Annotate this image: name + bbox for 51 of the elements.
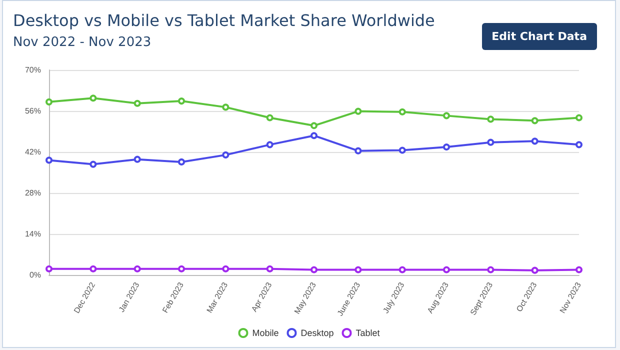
- y-tick-label: 28%: [24, 188, 41, 198]
- point: [134, 156, 141, 163]
- point: [354, 108, 362, 115]
- legend-label: Tablet: [356, 328, 380, 338]
- point: [398, 146, 406, 154]
- point: [46, 98, 52, 106]
- point: [443, 112, 450, 120]
- point: [576, 141, 582, 148]
- point: [531, 266, 538, 274]
- point: [222, 265, 230, 272]
- point: [310, 122, 318, 130]
- y-tick-label: 0%: [29, 270, 41, 280]
- legend-label: Desktop: [300, 328, 334, 338]
- point: [531, 117, 538, 124]
- point: [266, 141, 274, 148]
- y-tick-label: 14%: [24, 230, 41, 238]
- edit-button: Edit Chart Data: [482, 23, 597, 50]
- point: [266, 265, 274, 272]
- point: [531, 138, 538, 145]
- point: [222, 151, 230, 158]
- point: [487, 116, 494, 123]
- point: [310, 266, 318, 274]
- point: [443, 144, 450, 151]
- point: [222, 104, 230, 111]
- point: [576, 114, 582, 122]
- point: [398, 266, 406, 274]
- point: [178, 98, 185, 105]
- y-tick-label: 70%: [24, 66, 41, 74]
- point: [354, 266, 362, 274]
- point: [266, 114, 274, 122]
- point: [90, 265, 97, 272]
- point: [487, 138, 494, 146]
- point: [134, 265, 141, 272]
- point: [443, 266, 450, 274]
- point: [46, 156, 52, 164]
- legend-label: Mobile: [252, 328, 279, 338]
- point: [354, 147, 362, 154]
- point: [398, 108, 406, 116]
- y-tick-label: 56%: [24, 106, 41, 116]
- point: [178, 158, 185, 166]
- point: [310, 132, 318, 140]
- point: [134, 100, 141, 107]
- point: [90, 94, 97, 102]
- point: [487, 266, 494, 274]
- point: [178, 265, 185, 272]
- point: [576, 266, 582, 274]
- chart-subtitle: Nov 2022 - Nov 2023: [13, 35, 152, 50]
- chart-title: Desktop vs Mobile vs Tablet Market Share Worldwide: [13, 11, 435, 30]
- y-tick-label: 42%: [24, 148, 41, 156]
- point: [90, 160, 97, 168]
- point: [46, 265, 52, 272]
